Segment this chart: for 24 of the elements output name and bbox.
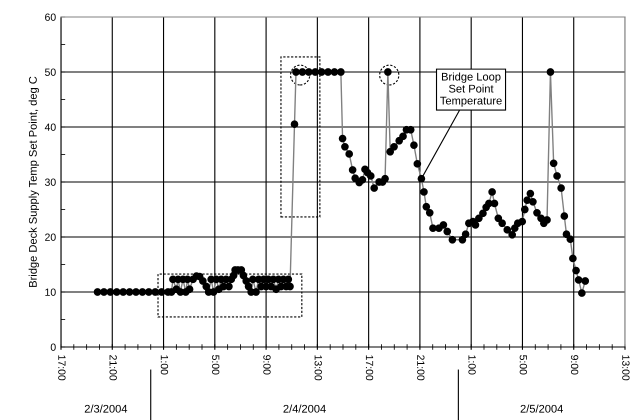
x-tick-label: 5:00 — [520, 355, 528, 375]
y-tick-label: 30 — [44, 178, 56, 186]
x-tick-label: 17:00 — [58, 355, 66, 380]
y-tick-label: 0 — [50, 344, 56, 351]
y-tick-label: 20 — [45, 234, 56, 241]
x-tick-label: 17:00 — [366, 355, 374, 380]
text: 2/3/2004 — [84, 404, 128, 413]
x-tick-label: 21:00 — [109, 355, 117, 380]
y-tick-label: 60 — [45, 14, 56, 21]
x-tick-label: 1:00 — [468, 355, 476, 375]
y-tick-label: 50 — [44, 68, 56, 76]
text: 2/5/2004 — [520, 404, 563, 413]
text: 2/4/2004 — [283, 404, 326, 413]
y-tick-label: 40 — [44, 124, 56, 131]
y-tick-label: 10 — [45, 288, 56, 296]
x-tick-label: 21:00 — [417, 355, 424, 380]
x-tick-label: 9:00 — [570, 355, 578, 375]
annotation: Bridge Loop Set Point Temperature — [440, 72, 502, 107]
x-tick-label: 13:00 — [622, 355, 630, 380]
x-tick-label: 1:00 — [160, 355, 168, 375]
x-tick-label: 9:00 — [263, 355, 271, 375]
x-tick-label: 5:00 — [212, 355, 220, 375]
y-axis-title: Bridge Deck Supply Temp Set Point, deg C — [28, 76, 39, 287]
x-tick-label: 13:00 — [314, 355, 322, 380]
